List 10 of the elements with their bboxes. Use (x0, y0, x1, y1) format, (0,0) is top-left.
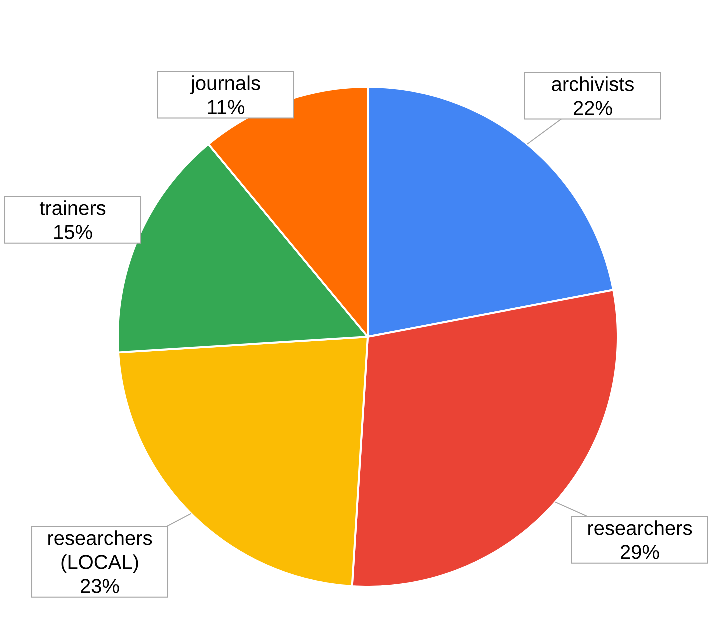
slice-label: trainers (40, 200, 106, 216)
slice-label: archivists (552, 76, 634, 92)
slice-label: researchers (LOCAL) (48, 530, 152, 574)
data-label: 15% (54, 225, 92, 240)
slice-label: researchers (588, 520, 692, 536)
data-label: 22% (574, 101, 612, 116)
slice-label: journals (190, 76, 260, 94)
data-label: 29% (620, 545, 660, 560)
data-label: 11% (208, 100, 245, 114)
data-label: 23% (80, 579, 120, 594)
